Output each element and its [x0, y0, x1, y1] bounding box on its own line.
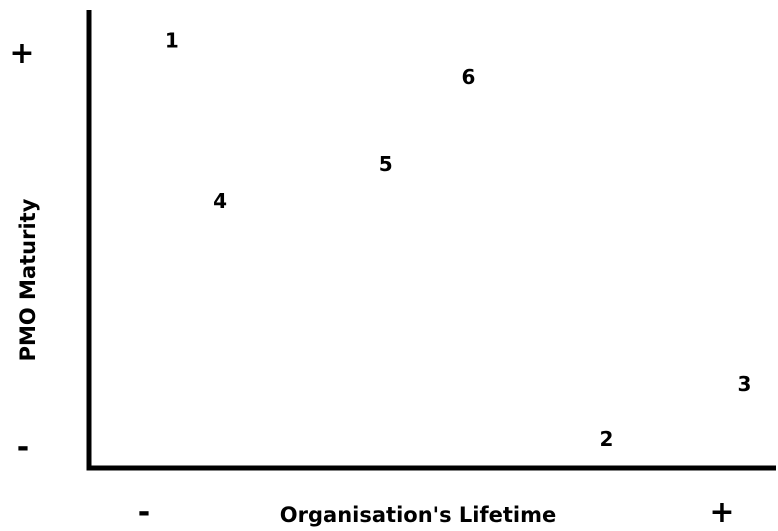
y-axis-low-label: -	[17, 430, 29, 465]
y-axis-high-label: +	[9, 36, 34, 71]
data-point-6: 6	[462, 65, 476, 89]
x-axis-low-label: -	[138, 495, 150, 530]
data-point-3: 3	[738, 372, 752, 396]
data-point-1: 1	[165, 29, 179, 53]
data-point-2: 2	[600, 427, 614, 451]
x-axis-high-label: +	[709, 495, 734, 530]
data-points: 1 2 3 4 5 6	[165, 29, 752, 451]
data-point-4: 4	[213, 189, 227, 213]
x-axis-title: Organisation's Lifetime	[280, 503, 556, 527]
data-point-5: 5	[379, 152, 393, 176]
y-axis-title: PMO Maturity	[16, 198, 40, 361]
